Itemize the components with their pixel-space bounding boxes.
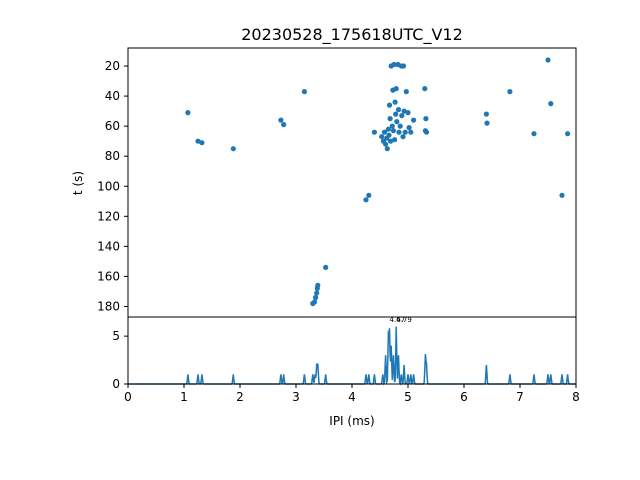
scatter-point xyxy=(559,192,565,198)
scatter-point xyxy=(394,119,400,125)
scatter-point xyxy=(199,140,205,146)
scatter-point xyxy=(387,116,393,122)
scatter-point xyxy=(379,134,385,140)
histogram-panel: 0 5 0 1 2 3 4 5 6 7 8 4.674.79 xyxy=(112,316,579,404)
peak-annotation: 4.67 xyxy=(390,316,406,324)
top-ytick-label: 140 xyxy=(97,239,120,253)
scatter-point xyxy=(393,86,399,92)
top-ytick-label: 60 xyxy=(105,119,120,133)
scatter-point xyxy=(507,89,513,95)
scatter-point xyxy=(423,116,429,122)
scatter-point xyxy=(314,290,320,296)
scatter-point xyxy=(315,282,321,288)
scatter-point xyxy=(484,120,490,126)
scatter-point xyxy=(384,146,390,152)
scatter-point xyxy=(363,197,369,203)
scatter-point xyxy=(400,134,406,140)
scatter-point xyxy=(371,129,377,135)
scatter-point xyxy=(390,128,396,134)
scatter-point xyxy=(405,110,411,116)
scatter-point xyxy=(399,113,405,119)
scatter-point xyxy=(401,108,407,114)
bottom-xtick-label: 0 xyxy=(124,390,132,404)
scatter-point xyxy=(406,125,412,131)
scatter-point xyxy=(366,192,372,198)
bottom-xtick-label: 6 xyxy=(460,390,468,404)
scatter-point xyxy=(397,123,403,129)
scatter-point xyxy=(391,61,397,68)
bottom-ytick-label: 0 xyxy=(112,377,120,391)
top-ytick-label: 180 xyxy=(97,299,120,313)
scatter-point xyxy=(230,146,236,152)
scatter-point xyxy=(483,111,489,117)
scatter-point xyxy=(403,89,409,95)
top-ytick-label: 20 xyxy=(105,59,120,73)
scatter-point xyxy=(389,123,395,129)
bottom-xtick-label: 1 xyxy=(180,390,188,404)
scatter-point xyxy=(411,117,417,123)
chart-title: 20230528_175618UTC_V12 xyxy=(241,25,463,45)
bottom-xtick-label: 4 xyxy=(348,390,356,404)
top-ytick-label: 80 xyxy=(105,149,120,163)
top-ytick-label: 160 xyxy=(97,269,120,283)
scatter-point xyxy=(383,141,389,147)
scatter-point xyxy=(565,131,571,137)
scatter-point xyxy=(185,110,191,116)
scatter-point xyxy=(381,129,388,135)
bottom-xlabel: IPI (ms) xyxy=(329,414,374,428)
scatter-point xyxy=(393,111,399,117)
scatter-point xyxy=(386,132,392,138)
scatter-point xyxy=(545,57,551,63)
scatter-point xyxy=(313,294,319,301)
top-ylabel: t (s) xyxy=(71,171,85,195)
scatter-point xyxy=(386,102,393,108)
top-ytick-label: 100 xyxy=(97,179,120,193)
scatter-point xyxy=(392,137,398,143)
bottom-ytick-label: 5 xyxy=(112,329,120,343)
bottom-xtick-label: 5 xyxy=(404,390,412,404)
peak-annotation: 4.79 xyxy=(396,316,412,324)
scatter-point xyxy=(323,264,329,270)
scatter-point xyxy=(195,138,201,144)
scatter-point xyxy=(422,86,428,92)
scatter-point xyxy=(281,122,287,128)
scatter-point xyxy=(301,89,307,95)
scatter-point xyxy=(395,107,402,113)
scatter-point xyxy=(548,101,554,107)
bottom-xtick-label: 3 xyxy=(292,390,300,404)
bottom-xtick-label: 8 xyxy=(572,390,580,404)
scatter-point xyxy=(311,299,318,305)
bottom-xtick-label: 7 xyxy=(516,390,524,404)
scatter-point xyxy=(388,138,394,144)
scatter-point xyxy=(423,129,430,135)
scatter-point xyxy=(385,126,391,132)
scatter-point xyxy=(531,131,537,137)
scatter-point xyxy=(408,129,414,135)
scatter-point xyxy=(396,129,402,135)
bottom-xtick-label: 2 xyxy=(236,390,244,404)
scatter-point xyxy=(400,63,407,69)
scatter-point xyxy=(392,99,398,105)
scatter-point xyxy=(278,117,284,123)
top-ytick-label: 120 xyxy=(97,209,120,223)
top-ytick-label: 40 xyxy=(105,89,120,103)
scatter-point xyxy=(402,129,408,135)
